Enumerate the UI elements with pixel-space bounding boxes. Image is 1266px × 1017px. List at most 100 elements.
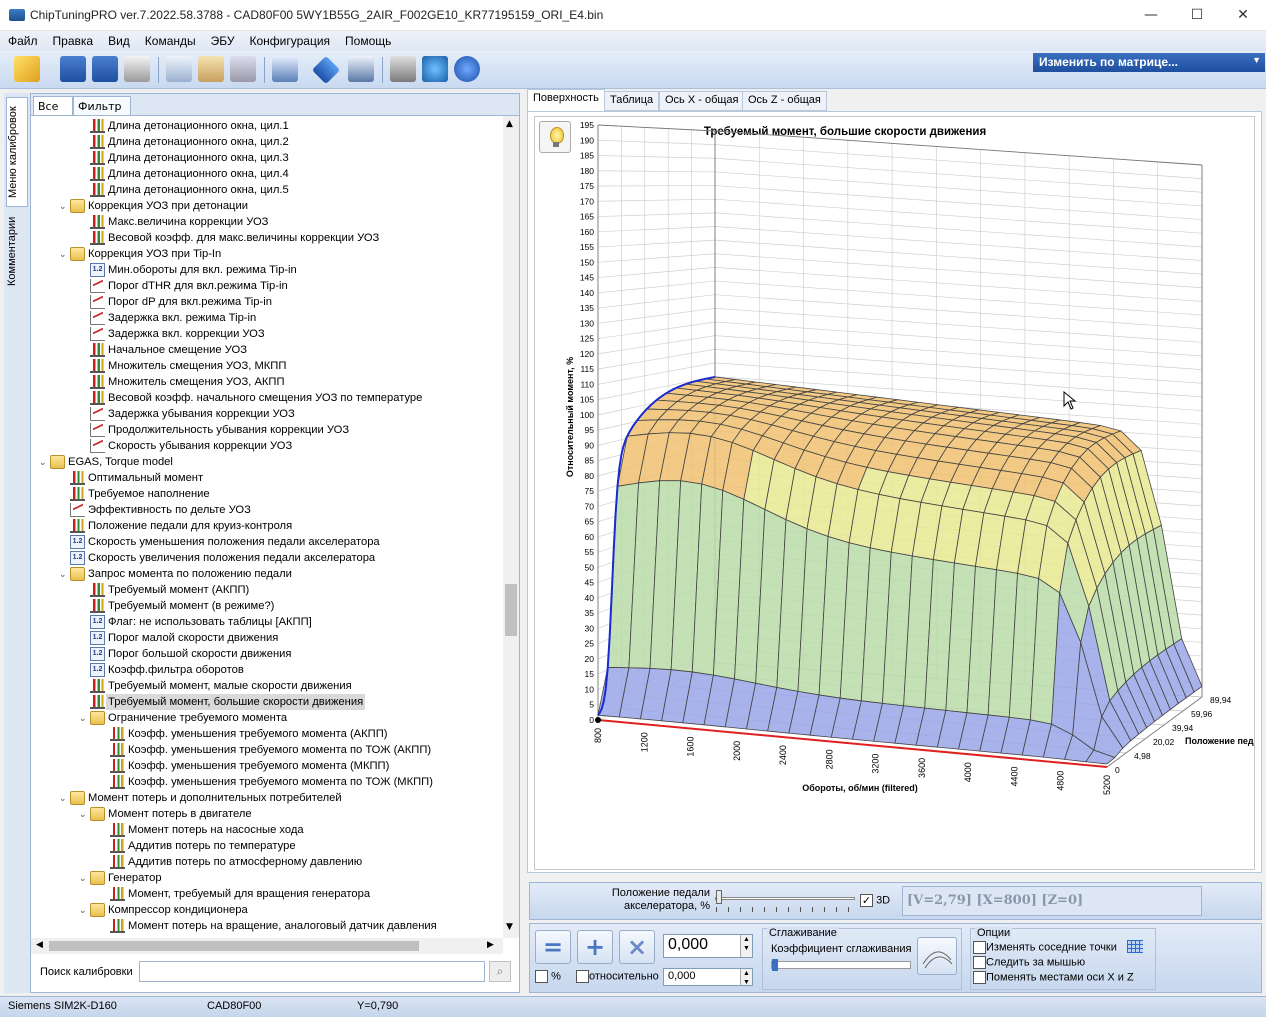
- smoothing-slider-handle[interactable]: [772, 959, 778, 971]
- curve-icon: [90, 311, 105, 325]
- pedal-slider-track[interactable]: [715, 897, 855, 900]
- check-3d[interactable]: [860, 894, 873, 907]
- relative-checkbox[interactable]: [576, 970, 589, 983]
- scroll-down-icon[interactable]: ▼: [506, 922, 513, 932]
- scroll-left-icon[interactable]: ◀: [36, 940, 43, 950]
- print-icon[interactable]: [124, 56, 150, 82]
- maximize-button[interactable]: ☐: [1190, 7, 1204, 23]
- z-tick-label: 0: [1115, 765, 1120, 775]
- tree-horizontal-scrollbar[interactable]: ◀ ▶: [31, 938, 503, 954]
- option-swap-axes-wrap[interactable]: Поменять местами оси X и Z: [973, 971, 1134, 984]
- menu-commands[interactable]: Команды: [144, 34, 196, 48]
- update-globe-icon[interactable]: [422, 56, 448, 82]
- chart-icon: [90, 151, 105, 165]
- paste-icon[interactable]: [198, 56, 224, 82]
- percent-wrap[interactable]: %: [535, 970, 561, 983]
- tree-item-label: Момент потерь на вращение, аналоговый да…: [128, 920, 437, 932]
- percent-label: %: [551, 970, 561, 983]
- relative-spinner[interactable]: ▲ ▼: [740, 969, 752, 986]
- expand-toggle-icon[interactable]: ⌄: [79, 905, 87, 915]
- y-tick-label: 80: [585, 471, 595, 481]
- smooth-surface-icon[interactable]: [917, 937, 957, 975]
- menu-edit[interactable]: Правка: [52, 34, 94, 48]
- tree-item-label: Оптимальный момент: [88, 472, 204, 484]
- menu-view[interactable]: Вид: [108, 34, 130, 48]
- value-input[interactable]: 0,000 ▲ ▼: [663, 934, 753, 958]
- tools-icon[interactable]: [390, 56, 416, 82]
- zoom-icon[interactable]: [348, 56, 374, 82]
- menu-file[interactable]: Файл: [8, 34, 38, 48]
- scroll-thumb[interactable]: [505, 584, 517, 636]
- lightbulb-icon[interactable]: [539, 121, 571, 153]
- tab-comments[interactable]: Комментарии: [6, 216, 18, 286]
- menu-help[interactable]: Помощь: [345, 34, 392, 48]
- tab-calibration-menu[interactable]: Меню калибровок: [6, 97, 28, 207]
- filter-tabs: Все Фильтр: [31, 94, 519, 116]
- pedal-control-bar: Положение педали акселератора, % 3D [V=2…: [529, 882, 1262, 920]
- tab-axis-x[interactable]: Ось X - общая: [659, 91, 745, 111]
- selected-point[interactable]: [595, 717, 601, 723]
- menu-bar: Файл Правка Вид Команды ЭБУ Конфигурация Помощ…: [0, 31, 1266, 51]
- tab-axis-z[interactable]: Ось Z - общая: [742, 91, 827, 111]
- expand-toggle-icon[interactable]: ⌄: [39, 457, 47, 467]
- option-follow-mouse-wrap[interactable]: Следить за мышью: [973, 956, 1085, 969]
- front-edge-line: [597, 719, 1108, 768]
- chart-icon: [110, 855, 125, 869]
- options-group: Опции Изменять соседние точки Следить за…: [970, 927, 1156, 990]
- tab-table[interactable]: Таблица: [604, 91, 660, 111]
- expand-toggle-icon[interactable]: ⌄: [79, 713, 87, 723]
- pedal-slider-handle[interactable]: [716, 890, 722, 904]
- view-area: Поверхность Таблица Ось X - общая Ось Z …: [527, 89, 1264, 995]
- tab-all[interactable]: Все: [33, 96, 73, 116]
- close-button[interactable]: ✕: [1237, 7, 1249, 23]
- relative-input[interactable]: 0,000 ▲ ▼: [663, 968, 753, 986]
- save-as-icon[interactable]: [92, 56, 118, 82]
- open-file-icon[interactable]: [14, 56, 40, 82]
- scroll-up-icon[interactable]: ▲: [506, 119, 513, 129]
- smoothing-slider[interactable]: [771, 961, 911, 969]
- grid-icon[interactable]: [1127, 940, 1143, 953]
- minimize-button[interactable]: —: [1144, 7, 1158, 23]
- x-tick-label: 5200: [1102, 775, 1112, 795]
- value-spinner[interactable]: ▲ ▼: [740, 935, 752, 957]
- option-neighbors-wrap[interactable]: Изменять соседние точки: [973, 941, 1117, 954]
- expand-toggle-icon[interactable]: ⌄: [59, 201, 67, 211]
- info-icon[interactable]: [311, 55, 341, 85]
- side-wall-gridline: [597, 239, 716, 248]
- add-button[interactable]: +: [577, 930, 613, 964]
- search-input[interactable]: [139, 961, 485, 982]
- menu-ecu[interactable]: ЭБУ: [210, 34, 235, 48]
- option-follow-mouse-checkbox[interactable]: [973, 956, 986, 969]
- copy-icon[interactable]: [166, 56, 192, 82]
- tab-surface[interactable]: Поверхность: [527, 89, 605, 111]
- relative-wrap[interactable]: относительно: [576, 970, 659, 983]
- expand-toggle-icon[interactable]: ⌄: [59, 249, 67, 259]
- tree-item-label: Длина детонационного окна, цил.2: [108, 136, 289, 148]
- percent-checkbox[interactable]: [535, 970, 548, 983]
- check-3d-wrap[interactable]: 3D: [860, 894, 890, 907]
- back-wall-gridline: [714, 348, 1203, 384]
- option-swap-axes-checkbox[interactable]: [973, 971, 986, 984]
- change-by-matrix-dropdown[interactable]: Изменить по матрице... ▼: [1033, 53, 1265, 72]
- save-icon[interactable]: [60, 56, 86, 82]
- expand-toggle-icon[interactable]: ⌄: [79, 873, 87, 883]
- ecu-read-icon[interactable]: [272, 56, 298, 82]
- tree-vertical-scrollbar[interactable]: ▲ ▼: [503, 116, 519, 938]
- relative-label: относительно: [589, 970, 659, 983]
- help-icon[interactable]: [454, 56, 480, 82]
- expand-toggle-icon[interactable]: ⌄: [59, 793, 67, 803]
- scroll-right-icon[interactable]: ▶: [487, 940, 494, 950]
- tree-item-label: Длина детонационного окна, цил.5: [108, 184, 289, 196]
- hscroll-thumb[interactable]: [49, 941, 419, 951]
- expand-toggle-icon[interactable]: ⌄: [79, 809, 87, 819]
- chart-icon: [70, 519, 85, 533]
- option-neighbors-checkbox[interactable]: [973, 941, 986, 954]
- undo-icon[interactable]: [230, 56, 256, 82]
- surface-chart[interactable]: Требуемый момент, большие скорости движе…: [534, 116, 1255, 870]
- tab-filter[interactable]: Фильтр: [73, 96, 131, 116]
- menu-config[interactable]: Конфигурация: [249, 34, 331, 48]
- equal-button[interactable]: =: [535, 930, 571, 964]
- multiply-button[interactable]: ×: [619, 930, 655, 964]
- search-icon[interactable]: ⌕: [489, 961, 511, 982]
- expand-toggle-icon[interactable]: ⌄: [59, 569, 67, 579]
